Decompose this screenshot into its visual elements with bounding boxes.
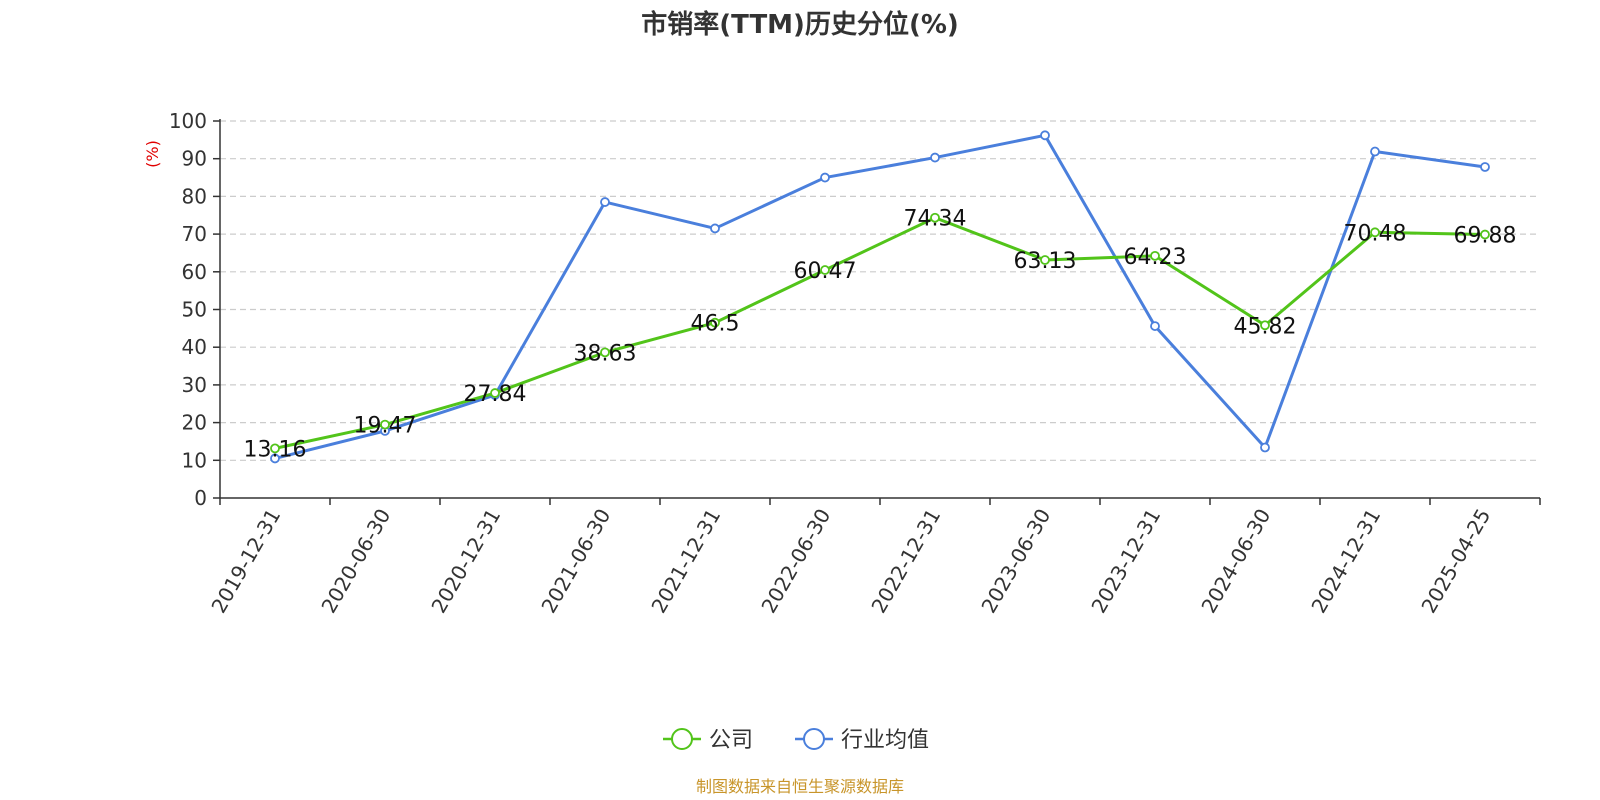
data-label: 70.48 bbox=[1344, 221, 1407, 246]
y-axis-label: (%) bbox=[143, 140, 162, 168]
data-point[interactable] bbox=[1040, 255, 1050, 265]
data-labels: 13.16 19.47 27.84 38.63 46.5 60.47 74.34 63.13 6… bbox=[244, 207, 1517, 463]
y-tick-label: 60 bbox=[182, 260, 207, 284]
series-行业均值 bbox=[270, 130, 1490, 464]
y-tick-label: 80 bbox=[182, 184, 207, 208]
x-tick-label: 2023-06-30 bbox=[976, 505, 1055, 618]
x-tick-label: 2021-12-31 bbox=[646, 505, 725, 618]
data-point[interactable] bbox=[1150, 250, 1160, 261]
data-point[interactable] bbox=[490, 388, 500, 398]
legend[interactable]: 公司 行业均值 bbox=[663, 728, 929, 753]
x-tick-label: 2023-12-31 bbox=[1086, 505, 1165, 618]
data-label: 46.5 bbox=[691, 312, 740, 337]
y-tick-labels: 0 10 20 30 40 50 60 70 80 90 100 bbox=[169, 109, 207, 510]
axes bbox=[213, 119, 1541, 505]
grid-lines bbox=[220, 120, 1540, 461]
data-label: 13.16 bbox=[244, 437, 307, 462]
x-tick-label: 2024-12-31 bbox=[1306, 505, 1385, 618]
data-point[interactable] bbox=[1260, 320, 1270, 331]
series-line bbox=[274, 133, 1486, 460]
y-tick-label: 30 bbox=[182, 373, 207, 397]
chart-title: 市销率(TTM)历史分位(%) bbox=[641, 9, 959, 40]
data-point[interactable] bbox=[930, 152, 940, 163]
y-tick-label: 20 bbox=[182, 411, 207, 435]
data-point[interactable] bbox=[930, 212, 940, 223]
data-point[interactable] bbox=[710, 317, 720, 328]
data-label: 60.47 bbox=[794, 259, 857, 284]
data-label: 69.88 bbox=[1454, 224, 1517, 249]
legend-label: 行业均值 bbox=[841, 728, 929, 753]
legend-circle-icon bbox=[803, 728, 825, 750]
x-tick-labels: 2019-12-31 2020-06-30 2020-12-31 2021-06-30… bbox=[206, 505, 1495, 618]
data-point[interactable] bbox=[1370, 146, 1380, 157]
data-label: 27.84 bbox=[464, 382, 527, 407]
series-line bbox=[274, 216, 1486, 450]
legend-circle-icon bbox=[671, 728, 693, 750]
x-tick-label: 2020-06-30 bbox=[316, 505, 395, 618]
data-point[interactable] bbox=[600, 347, 610, 358]
y-tick-label: 0 bbox=[194, 486, 207, 510]
data-label: 63.13 bbox=[1014, 249, 1077, 274]
series-公司 bbox=[270, 212, 1490, 454]
y-tick-label: 100 bbox=[169, 109, 207, 133]
data-label: 19.47 bbox=[354, 414, 417, 439]
y-tick-label: 90 bbox=[182, 147, 207, 171]
x-tick-label: 2022-06-30 bbox=[756, 505, 835, 618]
data-point[interactable] bbox=[1260, 442, 1270, 453]
legend-item[interactable]: 公司 bbox=[663, 728, 753, 753]
series-group: 13.16 19.47 27.84 38.63 46.5 60.47 74.34 63.13 6… bbox=[244, 130, 1517, 464]
data-point[interactable] bbox=[1150, 321, 1160, 331]
data-point[interactable] bbox=[1480, 162, 1490, 172]
x-tick-label: 2019-12-31 bbox=[206, 505, 285, 618]
data-point[interactable] bbox=[270, 453, 280, 464]
data-point[interactable] bbox=[1480, 229, 1490, 240]
y-tick-label: 70 bbox=[182, 222, 207, 246]
y-tick-label: 10 bbox=[182, 448, 207, 472]
data-source-note: 制图数据来自恒生聚源数据库 bbox=[696, 777, 904, 796]
data-point[interactable] bbox=[270, 443, 280, 454]
data-label: 45.82 bbox=[1234, 314, 1297, 339]
data-label: 38.63 bbox=[574, 341, 637, 366]
legend-item[interactable]: 行业均值 bbox=[795, 728, 929, 753]
data-point[interactable] bbox=[380, 419, 390, 430]
legend-label: 公司 bbox=[709, 728, 753, 753]
data-point[interactable] bbox=[710, 223, 720, 234]
data-point[interactable] bbox=[1040, 130, 1050, 141]
x-tick-label: 2024-06-30 bbox=[1196, 505, 1275, 618]
data-point[interactable] bbox=[820, 172, 830, 183]
y-tick-label: 50 bbox=[182, 298, 207, 322]
x-tick-label: 2022-12-31 bbox=[866, 505, 945, 618]
x-tick-label: 2025-04-25 bbox=[1416, 505, 1495, 618]
y-tick-label: 40 bbox=[182, 335, 207, 359]
data-label: 74.34 bbox=[904, 207, 967, 232]
data-point[interactable] bbox=[820, 265, 830, 275]
data-point[interactable] bbox=[1370, 227, 1380, 238]
data-point[interactable] bbox=[600, 197, 610, 207]
x-tick-label: 2020-12-31 bbox=[426, 505, 505, 618]
x-tick-label: 2021-06-30 bbox=[536, 505, 615, 618]
data-label: 64.23 bbox=[1124, 245, 1187, 270]
